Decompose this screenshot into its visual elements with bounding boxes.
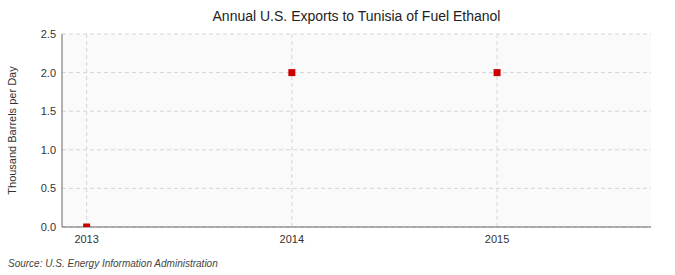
plot-background bbox=[62, 34, 651, 227]
y-grid-line bbox=[62, 149, 651, 150]
y-tick-label: 2.5 bbox=[41, 28, 56, 40]
y-tick-label: 0.0 bbox=[41, 221, 56, 233]
y-axis-line bbox=[62, 34, 63, 227]
y-grid-line bbox=[62, 188, 651, 189]
chart-svg: 0.0 0.5 1.0 1.5 2.0 2.5 2013 2014 2015 Annual U.S… bbox=[0, 0, 675, 275]
x-tick-label: 2014 bbox=[280, 233, 304, 245]
y-tick-label: 2.0 bbox=[41, 67, 56, 79]
x-tick-label: 2013 bbox=[74, 233, 98, 245]
y-tick-label: 1.0 bbox=[41, 144, 56, 156]
x-grid-line bbox=[86, 34, 87, 227]
y-grid-line bbox=[62, 111, 651, 112]
y-tick-label: 1.5 bbox=[41, 105, 56, 117]
title: Annual U.S. Exports to Tunisia of Fuel E… bbox=[213, 8, 501, 24]
x-tick-label: 2015 bbox=[485, 233, 509, 245]
x-grid-line bbox=[497, 34, 498, 227]
y-tick-label: 0.5 bbox=[41, 182, 56, 194]
y-axis-label: Thousand Barrels per Day bbox=[6, 66, 18, 195]
x-grid-line bbox=[291, 34, 292, 227]
y-grid-line bbox=[62, 72, 651, 73]
point bbox=[494, 69, 501, 76]
chart-container: 0.0 0.5 1.0 1.5 2.0 2.5 2013 2014 2015 Annual U.S… bbox=[0, 0, 675, 275]
grid bbox=[62, 34, 651, 227]
y-grid-line bbox=[62, 227, 651, 228]
marks bbox=[83, 69, 500, 227]
y-grid-line bbox=[62, 34, 651, 35]
point bbox=[83, 224, 90, 228]
x-axis-line bbox=[62, 227, 651, 228]
point bbox=[288, 69, 295, 76]
source-note: Source: U.S. Energy Information Administ… bbox=[8, 258, 218, 269]
